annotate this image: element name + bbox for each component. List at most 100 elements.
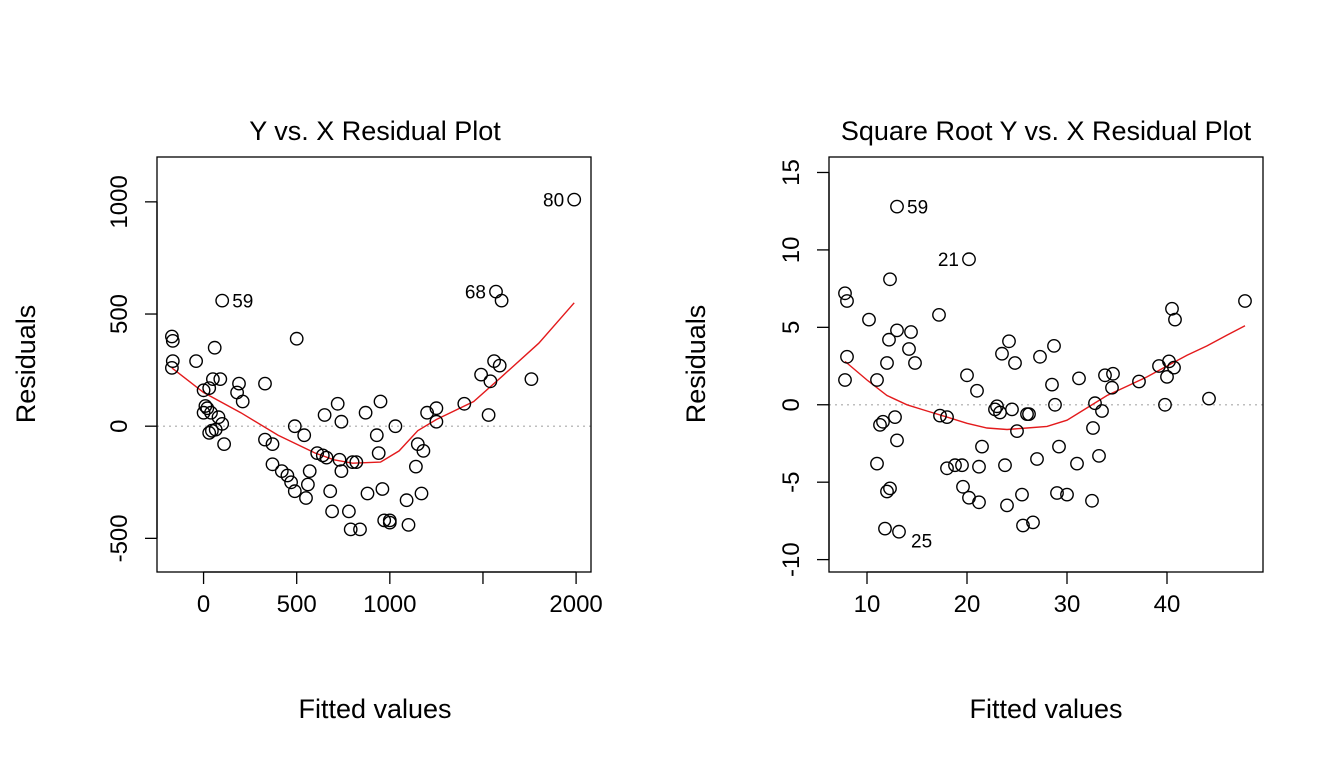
data-point (265, 437, 280, 451)
data-point (204, 405, 218, 420)
data-point (429, 414, 444, 429)
data-point (325, 504, 339, 519)
data-point (995, 346, 1009, 361)
data-point (878, 521, 892, 536)
data-point (408, 459, 423, 474)
data-point (904, 325, 918, 339)
data-point (349, 455, 364, 469)
data-point (232, 376, 246, 391)
data-point (334, 414, 349, 429)
data-point (524, 372, 539, 386)
data-point (300, 477, 315, 492)
data-point (341, 504, 356, 519)
data-point (870, 456, 884, 471)
data-point (838, 373, 852, 387)
y-tick-label: -10 (778, 542, 805, 577)
data-point (353, 522, 367, 537)
data-point (414, 486, 429, 501)
data-point (840, 349, 854, 364)
y-tick-label: 5 (778, 321, 805, 334)
data-point (258, 432, 272, 447)
point-annotation: 21 (938, 250, 959, 271)
y-tick-label: 0 (778, 398, 805, 411)
data-point (888, 410, 902, 424)
data-point (332, 452, 347, 467)
data-point (317, 408, 332, 422)
data-point (1050, 486, 1064, 500)
data-point (880, 356, 894, 370)
data-point (211, 410, 226, 425)
data-point (302, 464, 317, 478)
data-point (483, 374, 498, 389)
data-point (360, 486, 375, 501)
x-tick-label: 10 (854, 591, 881, 618)
data-point (265, 457, 280, 472)
data-point (399, 493, 414, 508)
data-point (1033, 349, 1047, 364)
data-point (217, 437, 232, 451)
data-point (876, 414, 890, 429)
y-axis-label: Residuals (681, 305, 711, 424)
data-point (1098, 368, 1112, 383)
data-point (1016, 518, 1030, 533)
y-tick-label: 0 (106, 420, 133, 433)
data-point (890, 199, 904, 214)
data-point (1088, 396, 1102, 411)
point-annotation: 25 (911, 532, 932, 553)
data-point (932, 307, 946, 322)
y-tick-label: 10 (778, 237, 805, 264)
data-point (883, 272, 897, 287)
data-point (567, 192, 582, 207)
data-point (420, 405, 434, 420)
data-point (258, 376, 272, 391)
data-point (1158, 397, 1172, 412)
data-point (375, 482, 390, 496)
data-point (287, 419, 302, 434)
data-point (382, 515, 397, 530)
data-point (933, 408, 947, 423)
data-point (1070, 456, 1084, 471)
data-point (838, 286, 852, 301)
lowess-smoother-line (171, 302, 575, 464)
data-point (1060, 487, 1074, 502)
data-point (235, 394, 250, 409)
data-point (205, 372, 220, 386)
data-point (289, 331, 304, 346)
data-point (1015, 487, 1029, 502)
data-point (196, 405, 211, 420)
x-tick-label: 2000 (549, 591, 602, 618)
data-point (1010, 424, 1024, 438)
data-point (970, 383, 984, 398)
y-tick-label: 15 (778, 159, 805, 186)
data-point (908, 356, 922, 370)
data-point (343, 522, 358, 537)
data-point (960, 368, 974, 383)
data-point (215, 416, 230, 431)
y-tick-label: 1000 (106, 175, 133, 228)
data-point (202, 425, 217, 440)
data-point (297, 428, 312, 443)
data-point (1022, 407, 1036, 421)
data-point (840, 294, 854, 308)
lowess-smoother-line (844, 325, 1246, 431)
data-point (956, 479, 970, 494)
data-point (319, 450, 334, 465)
data-point (962, 252, 976, 267)
chart-title: Square Root Y vs. X Residual Plot (841, 116, 1252, 146)
data-point (213, 372, 228, 386)
data-point (287, 484, 302, 499)
data-point (1238, 294, 1252, 308)
data-point (164, 360, 179, 375)
data-point (1132, 374, 1146, 389)
data-point (1005, 402, 1019, 417)
data-point (1000, 498, 1014, 513)
data-point (284, 475, 298, 490)
data-point (401, 518, 416, 532)
data-point (955, 458, 969, 473)
data-point (1167, 360, 1181, 375)
data-point (345, 455, 360, 469)
point-annotation: 80 (543, 191, 564, 212)
x-tick-label: 500 (277, 591, 317, 618)
data-point (880, 484, 894, 499)
